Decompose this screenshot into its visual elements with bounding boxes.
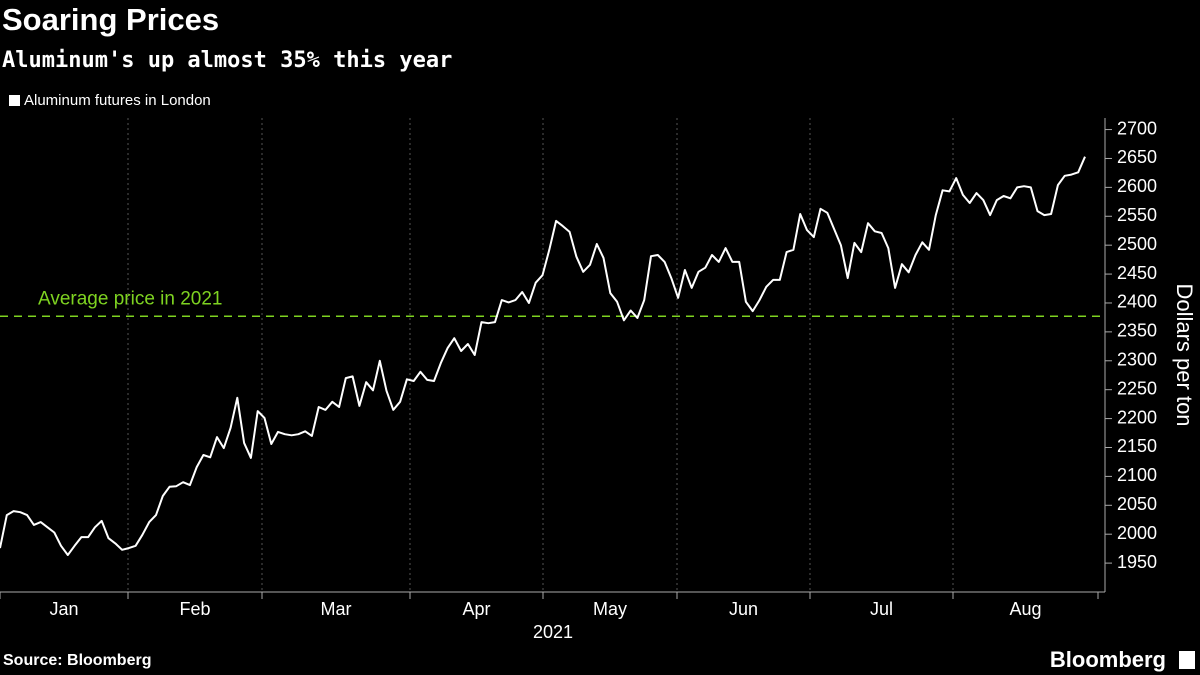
y-tick-label: 2050 bbox=[1117, 494, 1157, 514]
brand: Bloomberg bbox=[1050, 647, 1166, 672]
x-tick-label: Jun bbox=[729, 599, 758, 619]
x-tick-label: Apr bbox=[462, 599, 490, 619]
chart-title: Soaring Prices bbox=[2, 2, 219, 37]
y-tick-label: 2200 bbox=[1117, 407, 1157, 427]
chart-subtitle: Aluminum's up almost 35% this year bbox=[2, 48, 452, 73]
y-tick-label: 2350 bbox=[1117, 321, 1157, 341]
y-tick-label: 2700 bbox=[1117, 118, 1157, 138]
x-tick-label: Aug bbox=[1009, 599, 1041, 619]
x-tick-label: Feb bbox=[179, 599, 210, 619]
y-tick-label: 2250 bbox=[1117, 378, 1157, 398]
y-tick-label: 2600 bbox=[1117, 176, 1157, 196]
y-tick-label: 2650 bbox=[1117, 147, 1157, 167]
y-tick-label: 2400 bbox=[1117, 292, 1157, 312]
y-axis-label: Dollars per ton bbox=[1172, 283, 1197, 426]
x-tick-label: Jan bbox=[49, 599, 78, 619]
x-tick-label: May bbox=[593, 599, 627, 619]
y-tick-label: 2500 bbox=[1117, 234, 1157, 254]
legend-label: Aluminum futures in London bbox=[24, 92, 211, 109]
x-axis-year: 2021 bbox=[533, 622, 573, 642]
legend-swatch bbox=[9, 95, 20, 106]
price-line bbox=[0, 156, 1086, 556]
y-tick-label: 2550 bbox=[1117, 205, 1157, 225]
brand-icon bbox=[1179, 651, 1195, 669]
y-tick-label: 2450 bbox=[1117, 263, 1157, 283]
x-tick-label: Mar bbox=[321, 599, 352, 619]
y-tick-label: 2000 bbox=[1117, 523, 1157, 543]
x-tick-label: Jul bbox=[870, 599, 893, 619]
average-label: Average price in 2021 bbox=[38, 288, 223, 309]
y-tick-label: 2150 bbox=[1117, 436, 1157, 456]
y-tick-label: 2100 bbox=[1117, 465, 1157, 485]
source: Source: Bloomberg bbox=[3, 652, 151, 669]
y-tick-label: 2300 bbox=[1117, 350, 1157, 370]
y-tick-label: 1950 bbox=[1117, 552, 1157, 572]
